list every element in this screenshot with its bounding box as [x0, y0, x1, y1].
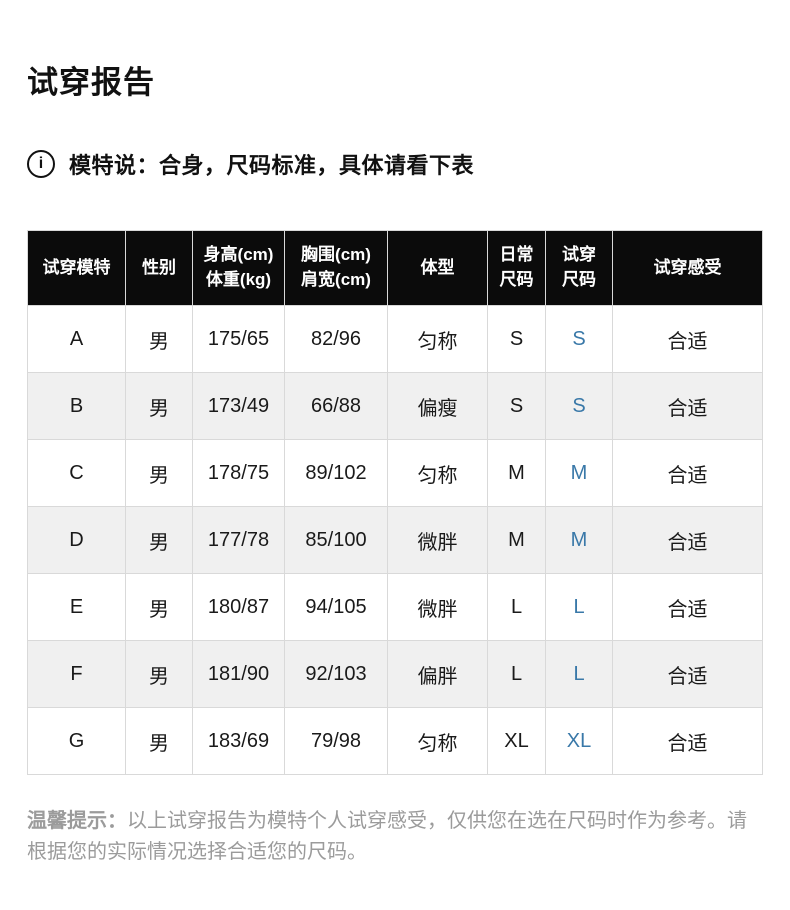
header-gender: 性别	[125, 230, 193, 306]
fit-feeling-cell: 合适	[612, 707, 763, 775]
header-gender-label: 性别	[142, 257, 176, 277]
height-weight-cell: 173/49	[192, 372, 285, 440]
header-shoulder-label: 肩宽(cm)	[301, 270, 371, 289]
bust-shoulder-cell: 94/105	[284, 573, 388, 641]
header-daily-size: 日常 尺码	[487, 230, 546, 306]
body-type-cell: 匀称	[387, 439, 488, 507]
fit-table-body: A 男 175/65 82/96 匀称 S S 合适 B 男 173/49 66…	[27, 305, 763, 775]
header-height-label: 身高(cm)	[203, 245, 274, 265]
header-try-size-label: 尺码	[562, 270, 596, 289]
model-cell: G	[27, 707, 126, 775]
table-row: C 男 178/75 89/102 匀称 M M 合适	[27, 439, 763, 507]
fit-feeling-cell: 合适	[612, 506, 763, 574]
page-title: 试穿报告	[27, 65, 155, 100]
footer-tip-text: 以上试穿报告为模特个人试穿感受，仅供您在选在尺码时作为参考。请根据您的实际情况选…	[27, 810, 747, 863]
gender-cell: 男	[125, 573, 193, 641]
header-body-type-label: 体型	[420, 257, 455, 277]
height-weight-cell: 175/65	[192, 305, 285, 373]
try-size-cell: XL	[545, 707, 613, 775]
daily-size-cell: M	[487, 439, 546, 507]
header-daily-size-label: 尺码	[499, 270, 534, 289]
height-weight-cell: 181/90	[192, 640, 285, 708]
fit-feeling-cell: 合适	[612, 640, 763, 708]
model-comment-text: 模特说：合身，尺码标准，具体请看下表	[69, 153, 475, 178]
header-try-size: 试穿 尺码	[545, 230, 613, 306]
table-row: D 男 177/78 85/100 微胖 M M 合适	[27, 506, 763, 574]
gender-cell: 男	[125, 372, 193, 440]
try-size-cell: S	[545, 305, 613, 373]
daily-size-cell: XL	[487, 707, 546, 775]
gender-cell: 男	[125, 305, 193, 373]
model-cell: A	[27, 305, 126, 373]
gender-cell: 男	[125, 439, 193, 507]
table-row: A 男 175/65 82/96 匀称 S S 合适	[27, 305, 763, 373]
bust-shoulder-cell: 79/98	[284, 707, 388, 775]
fit-feeling-cell: 合适	[612, 439, 763, 507]
try-size-cell: M	[545, 439, 613, 507]
header-weight-label: 体重(kg)	[205, 270, 272, 289]
body-type-cell: 微胖	[387, 506, 488, 574]
header-bust-label: 胸围(cm)	[301, 245, 371, 265]
daily-size-cell: L	[487, 640, 546, 708]
gender-cell: 男	[125, 640, 193, 708]
daily-size-cell: S	[487, 372, 546, 440]
footer-tip: 温馨提示：以上试穿报告为模特个人试穿感受，仅供您在选在尺码时作为参考。请根据您的…	[27, 806, 762, 868]
header-height-weight: 身高(cm) 体重(kg)	[192, 230, 285, 306]
header-fit-feeling: 试穿感受	[612, 230, 763, 306]
model-cell: D	[27, 506, 126, 574]
bust-shoulder-cell: 66/88	[284, 372, 388, 440]
header-row: 试穿模特 性别 身高(cm) 体重(kg) 胸围(cm) 肩宽(cm) 体型 日	[27, 230, 763, 306]
daily-size-cell: S	[487, 305, 546, 373]
footer-tip-label: 温馨提示：	[27, 810, 127, 832]
table-row: G 男 183/69 79/98 匀称 XL XL 合适	[27, 707, 763, 775]
table-row: E 男 180/87 94/105 微胖 L L 合适	[27, 573, 763, 641]
daily-size-cell: L	[487, 573, 546, 641]
try-size-cell: S	[545, 372, 613, 440]
fit-feeling-cell: 合适	[612, 372, 763, 440]
model-cell: C	[27, 439, 126, 507]
try-size-cell: L	[545, 640, 613, 708]
fit-feeling-cell: 合适	[612, 573, 763, 641]
bust-shoulder-cell: 89/102	[284, 439, 388, 507]
header-body-type: 体型	[387, 230, 488, 306]
height-weight-cell: 183/69	[192, 707, 285, 775]
height-weight-cell: 180/87	[192, 573, 285, 641]
header-try-label: 试穿	[562, 245, 596, 265]
bust-shoulder-cell: 85/100	[284, 506, 388, 574]
model-comment-row: i 模特说：合身，尺码标准，具体请看下表	[27, 148, 763, 180]
try-size-cell: L	[545, 573, 613, 641]
fitting-report-table: 试穿模特 性别 身高(cm) 体重(kg) 胸围(cm) 肩宽(cm) 体型 日	[27, 230, 763, 775]
info-icon: i	[27, 150, 55, 178]
body-type-cell: 匀称	[387, 305, 488, 373]
fit-feeling-cell: 合适	[612, 305, 763, 373]
height-weight-cell: 177/78	[192, 506, 285, 574]
table-header: 试穿模特 性别 身高(cm) 体重(kg) 胸围(cm) 肩宽(cm) 体型 日	[27, 230, 763, 306]
model-cell: B	[27, 372, 126, 440]
body-type-cell: 微胖	[387, 573, 488, 641]
table-row: F 男 181/90 92/103 偏胖 L L 合适	[27, 640, 763, 708]
bust-shoulder-cell: 92/103	[284, 640, 388, 708]
header-daily-label: 日常	[499, 245, 534, 265]
model-cell: E	[27, 573, 126, 641]
table-row: B 男 173/49 66/88 偏瘦 S S 合适	[27, 372, 763, 440]
body-type-cell: 偏瘦	[387, 372, 488, 440]
gender-cell: 男	[125, 707, 193, 775]
height-weight-cell: 178/75	[192, 439, 285, 507]
gender-cell: 男	[125, 506, 193, 574]
fitting-report-page: 试穿报告 i 模特说：合身，尺码标准，具体请看下表 试穿模特 性别 身高(cm)…	[27, 65, 763, 868]
model-cell: F	[27, 640, 126, 708]
header-bust-shoulder: 胸围(cm) 肩宽(cm)	[284, 230, 388, 306]
body-type-cell: 匀称	[387, 707, 488, 775]
try-size-cell: M	[545, 506, 613, 574]
daily-size-cell: M	[487, 506, 546, 574]
header-fit-feeling-label: 试穿感受	[653, 257, 722, 277]
bust-shoulder-cell: 82/96	[284, 305, 388, 373]
body-type-cell: 偏胖	[387, 640, 488, 708]
header-model: 试穿模特	[27, 230, 126, 306]
header-model-label: 试穿模特	[42, 257, 111, 277]
